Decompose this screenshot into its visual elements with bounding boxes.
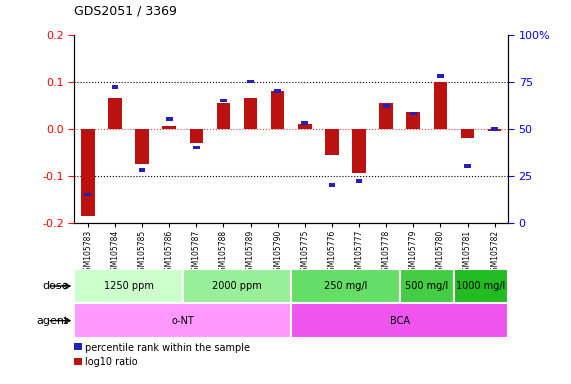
Bar: [166, 118, 172, 121]
Bar: [461, 129, 475, 138]
Text: dose: dose: [42, 281, 69, 291]
Bar: [433, 82, 447, 129]
Bar: [74, 269, 183, 303]
Bar: [301, 121, 308, 125]
Bar: [291, 269, 400, 303]
Bar: [328, 183, 335, 187]
Bar: [271, 91, 284, 129]
Text: 250 mg/l: 250 mg/l: [324, 281, 367, 291]
Text: 2000 ppm: 2000 ppm: [212, 281, 262, 291]
Text: 500 mg/l: 500 mg/l: [405, 281, 448, 291]
Bar: [220, 99, 227, 102]
Bar: [135, 129, 149, 164]
Bar: [183, 269, 291, 303]
Bar: [379, 103, 393, 129]
Bar: [464, 164, 471, 168]
Text: BCA: BCA: [389, 316, 410, 326]
Text: 1000 mg/l: 1000 mg/l: [456, 281, 506, 291]
Text: GDS2051 / 3369: GDS2051 / 3369: [74, 4, 177, 17]
Bar: [488, 129, 501, 131]
Bar: [325, 129, 339, 154]
Bar: [454, 269, 508, 303]
Bar: [85, 193, 91, 196]
Bar: [81, 129, 95, 216]
Bar: [274, 89, 281, 93]
Bar: [247, 80, 254, 83]
Bar: [193, 146, 200, 149]
Text: percentile rank within the sample: percentile rank within the sample: [85, 343, 250, 353]
Text: 1250 ppm: 1250 ppm: [103, 281, 154, 291]
Bar: [162, 126, 176, 129]
Bar: [216, 103, 230, 129]
Bar: [410, 112, 417, 116]
Bar: [108, 98, 122, 129]
Bar: [111, 85, 118, 89]
Bar: [400, 269, 454, 303]
Bar: [407, 112, 420, 129]
Bar: [491, 127, 498, 131]
Text: log10 ratio: log10 ratio: [85, 358, 137, 367]
Bar: [298, 124, 312, 129]
Bar: [352, 129, 366, 173]
Bar: [291, 303, 508, 338]
Bar: [437, 74, 444, 78]
Bar: [190, 129, 203, 143]
Text: agent: agent: [36, 316, 69, 326]
Bar: [244, 98, 258, 129]
Bar: [139, 168, 146, 172]
Bar: [383, 104, 389, 108]
Text: o-NT: o-NT: [171, 316, 194, 326]
Bar: [356, 179, 363, 183]
Bar: [74, 303, 291, 338]
